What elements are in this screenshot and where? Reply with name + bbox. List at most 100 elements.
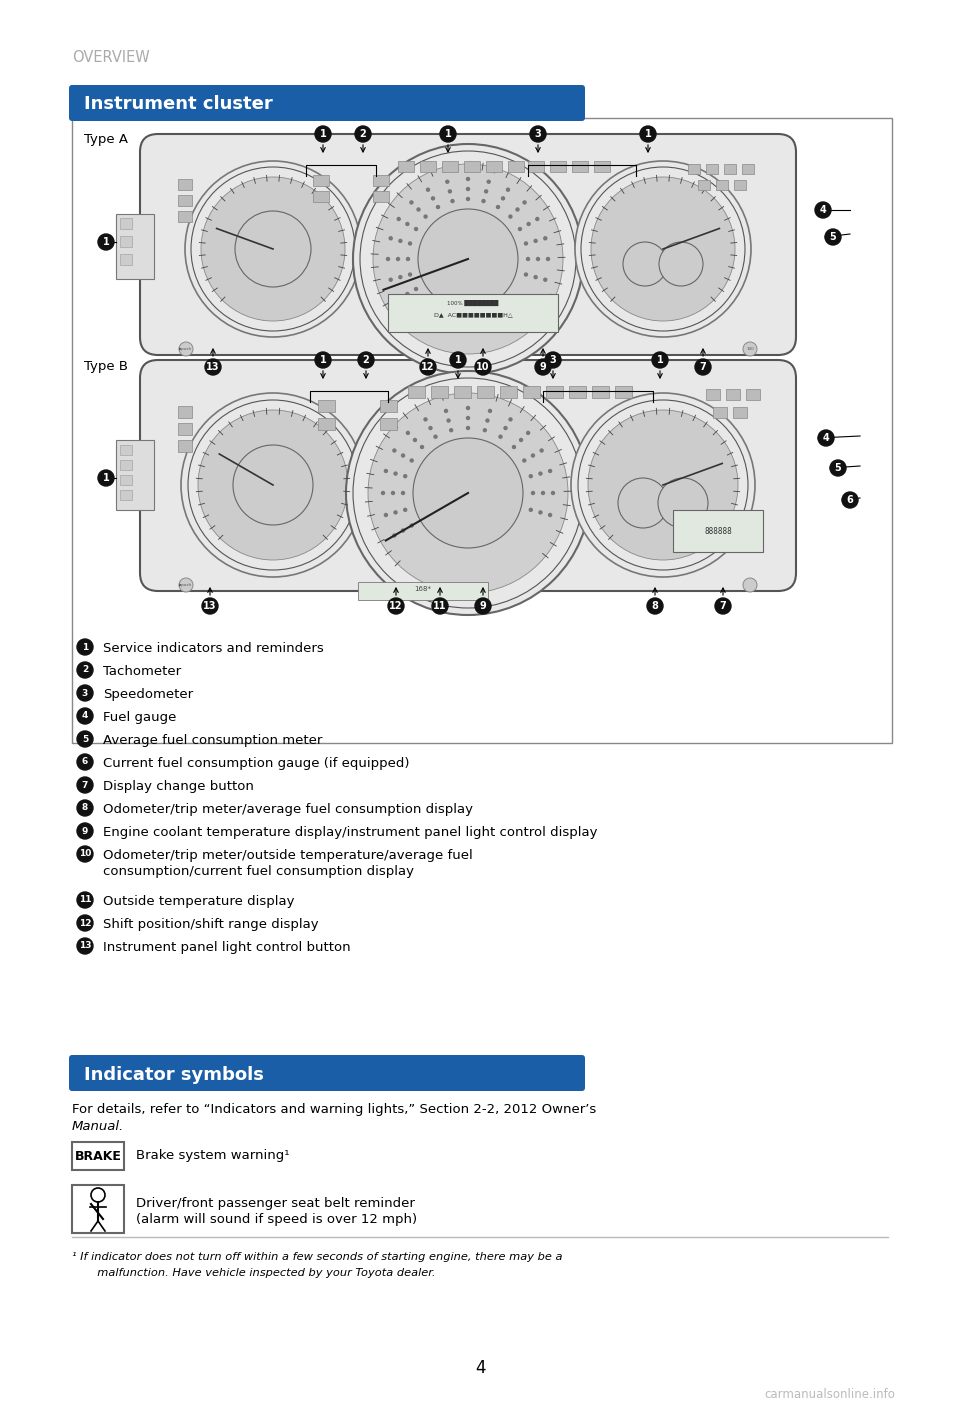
Circle shape [185, 161, 361, 337]
Circle shape [414, 439, 417, 442]
Circle shape [401, 529, 404, 532]
Text: Fuel gauge: Fuel gauge [103, 711, 177, 724]
Circle shape [424, 418, 427, 421]
Text: 2: 2 [363, 355, 370, 365]
FancyBboxPatch shape [69, 1055, 585, 1092]
Circle shape [449, 429, 453, 432]
Circle shape [715, 598, 731, 615]
Bar [318, 418, 335, 429]
Circle shape [393, 535, 396, 537]
Circle shape [360, 152, 576, 368]
Bar [500, 386, 517, 398]
Circle shape [467, 407, 469, 410]
Circle shape [534, 275, 537, 279]
Bar [120, 490, 132, 499]
Circle shape [429, 427, 432, 429]
Text: Odometer/trip meter/average fuel consumption display: Odometer/trip meter/average fuel consump… [103, 803, 473, 817]
Bar [318, 400, 335, 412]
Bar [373, 191, 389, 202]
Circle shape [437, 205, 440, 209]
Text: Shift position/shift range display: Shift position/shift range display [103, 918, 319, 932]
Text: (alarm will sound if speed is over 12 mph): (alarm will sound if speed is over 12 mp… [136, 1212, 418, 1225]
Circle shape [551, 491, 555, 494]
Circle shape [488, 180, 491, 184]
Circle shape [825, 229, 841, 246]
Circle shape [233, 445, 313, 525]
Circle shape [537, 258, 540, 261]
Circle shape [534, 240, 537, 243]
Text: 13: 13 [204, 600, 217, 610]
Text: Instrument cluster: Instrument cluster [84, 95, 273, 114]
Bar [615, 386, 632, 398]
Bar [116, 441, 154, 511]
Circle shape [418, 209, 518, 309]
Circle shape [540, 449, 543, 452]
Circle shape [527, 223, 530, 226]
Circle shape [98, 470, 114, 485]
Text: 4: 4 [820, 205, 827, 215]
Text: Current fuel consumption gauge (if equipped): Current fuel consumption gauge (if equip… [103, 758, 410, 770]
Circle shape [743, 342, 757, 356]
Circle shape [485, 189, 488, 192]
Bar [178, 210, 192, 222]
Circle shape [536, 217, 539, 220]
Text: 5: 5 [829, 231, 836, 241]
Circle shape [358, 352, 374, 368]
Text: 1: 1 [444, 129, 451, 139]
Circle shape [527, 431, 530, 435]
Bar [713, 407, 727, 418]
Bar [746, 389, 760, 400]
Circle shape [396, 258, 399, 261]
Circle shape [578, 400, 748, 570]
Bar [116, 215, 154, 279]
Circle shape [513, 446, 516, 449]
Text: 13: 13 [79, 941, 91, 950]
Bar [120, 476, 132, 485]
Bar [477, 386, 494, 398]
Circle shape [77, 800, 93, 817]
Text: 7: 7 [700, 362, 707, 372]
Bar [508, 161, 524, 173]
Circle shape [548, 470, 552, 473]
Text: 100% ████████: 100% ████████ [447, 300, 498, 306]
Circle shape [830, 460, 846, 476]
Bar [592, 386, 609, 398]
Bar [431, 386, 448, 398]
Circle shape [475, 359, 491, 375]
Circle shape [179, 578, 193, 592]
Circle shape [381, 491, 385, 494]
Circle shape [77, 824, 93, 839]
Text: Service indicators and reminders: Service indicators and reminders [103, 643, 324, 655]
Text: For details, refer to “Indicators and warning lights,” Section 2-2, 2012 Owner’s: For details, refer to “Indicators and wa… [72, 1103, 596, 1115]
Text: Manual.: Manual. [72, 1120, 124, 1134]
Circle shape [98, 234, 114, 250]
Bar [454, 386, 471, 398]
Text: 11: 11 [433, 600, 446, 610]
Text: 1: 1 [103, 237, 109, 247]
Circle shape [77, 709, 93, 724]
Circle shape [188, 400, 358, 570]
Circle shape [475, 598, 491, 615]
Bar [742, 164, 754, 174]
Circle shape [504, 427, 507, 429]
Bar [486, 161, 502, 173]
Text: 9: 9 [480, 600, 487, 610]
Circle shape [389, 237, 393, 240]
Circle shape [529, 474, 532, 477]
Circle shape [447, 419, 450, 422]
Circle shape [406, 223, 409, 226]
Circle shape [444, 410, 447, 412]
Text: 4: 4 [82, 711, 88, 721]
Circle shape [588, 410, 738, 560]
Circle shape [519, 439, 522, 442]
Circle shape [842, 492, 858, 508]
Circle shape [467, 427, 469, 429]
Circle shape [539, 471, 542, 476]
Circle shape [434, 435, 437, 438]
Bar [569, 386, 586, 398]
Circle shape [392, 491, 395, 494]
Circle shape [541, 491, 544, 494]
Bar [572, 161, 588, 173]
Circle shape [420, 446, 423, 449]
Circle shape [509, 215, 512, 217]
